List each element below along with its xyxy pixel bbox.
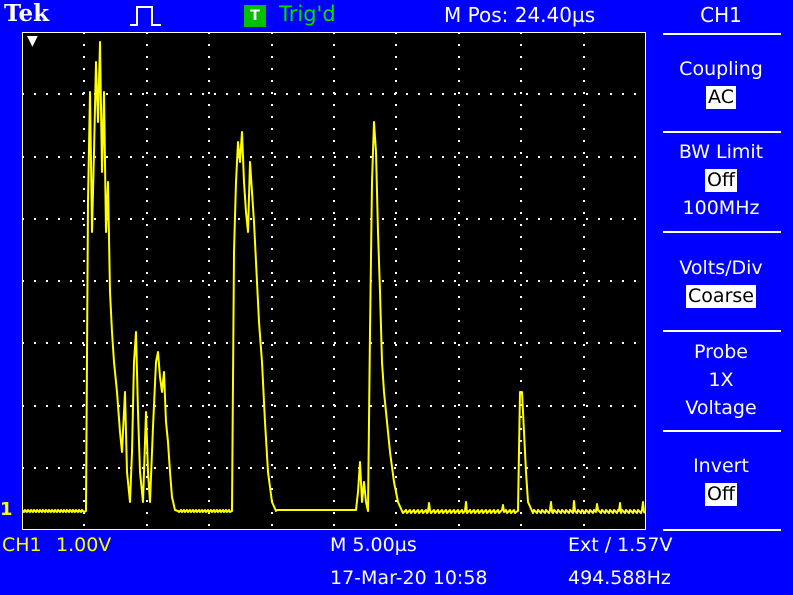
bw-limit-menu-button[interactable]: BW Limit Off 100MHz (660, 138, 782, 222)
volts-div-menu-button[interactable]: Volts/Div Coarse (660, 254, 782, 310)
horizontal-position: M Pos: 24.40µs (444, 3, 596, 27)
frequency-readout: 494.588Hz (568, 567, 671, 589)
date-time: 17-Mar-20 10:58 (330, 567, 488, 589)
bw-limit-value: Off (704, 169, 738, 192)
bottom-status-bar: CH1 1.00V M 5.00µs Ext ∕ 1.57V 17-Mar-20… (0, 532, 793, 595)
ch1-volts-scale: 1.00V (56, 534, 112, 556)
probe-attenuation: 1X (708, 369, 734, 391)
invert-value: Off (704, 483, 738, 506)
trigger-position-icon: ▼ (27, 33, 38, 49)
ch1-menu: CH1 Coupling AC BW Limit Off 100MHz Volt… (660, 0, 793, 540)
menu-divider (663, 529, 781, 531)
menu-divider (663, 33, 781, 35)
menu-divider (663, 430, 781, 432)
coupling-menu-button[interactable]: Coupling AC (660, 55, 782, 111)
bw-limit-label: BW Limit (678, 141, 764, 163)
trigger-status: Trig'd (279, 2, 336, 26)
menu-divider (663, 131, 781, 133)
waveform-display (22, 32, 646, 530)
menu-divider (663, 330, 781, 332)
menu-title: CH1 (700, 3, 742, 27)
volts-div-label: Volts/Div (679, 257, 763, 279)
status-header: Tek T Trig'd M Pos: 24.40µs (0, 0, 793, 32)
coupling-label: Coupling (679, 58, 763, 80)
menu-divider (663, 231, 781, 233)
trigger-readout: Ext ∕ 1.57V (568, 534, 673, 556)
bw-limit-frequency: 100MHz (682, 197, 760, 219)
invert-menu-button[interactable]: Invert Off (660, 452, 782, 508)
waveform-graticule (22, 32, 646, 530)
channel1-ground-marker[interactable]: 1 (0, 499, 13, 520)
probe-menu-button[interactable]: Probe 1X Voltage (660, 338, 782, 422)
pulse-icon (130, 4, 162, 32)
ch1-label: CH1 (2, 534, 42, 556)
invert-label: Invert (693, 455, 749, 477)
ch1-waveform (22, 41, 646, 514)
coupling-value: AC (706, 86, 736, 109)
timebase-readout: M 5.00µs (330, 534, 417, 556)
probe-label: Probe (694, 341, 748, 363)
trigger-status-icon: T (244, 5, 266, 27)
volts-div-value: Coarse (686, 285, 756, 308)
probe-type: Voltage (685, 397, 757, 419)
brand-logo: Tek (4, 0, 50, 27)
